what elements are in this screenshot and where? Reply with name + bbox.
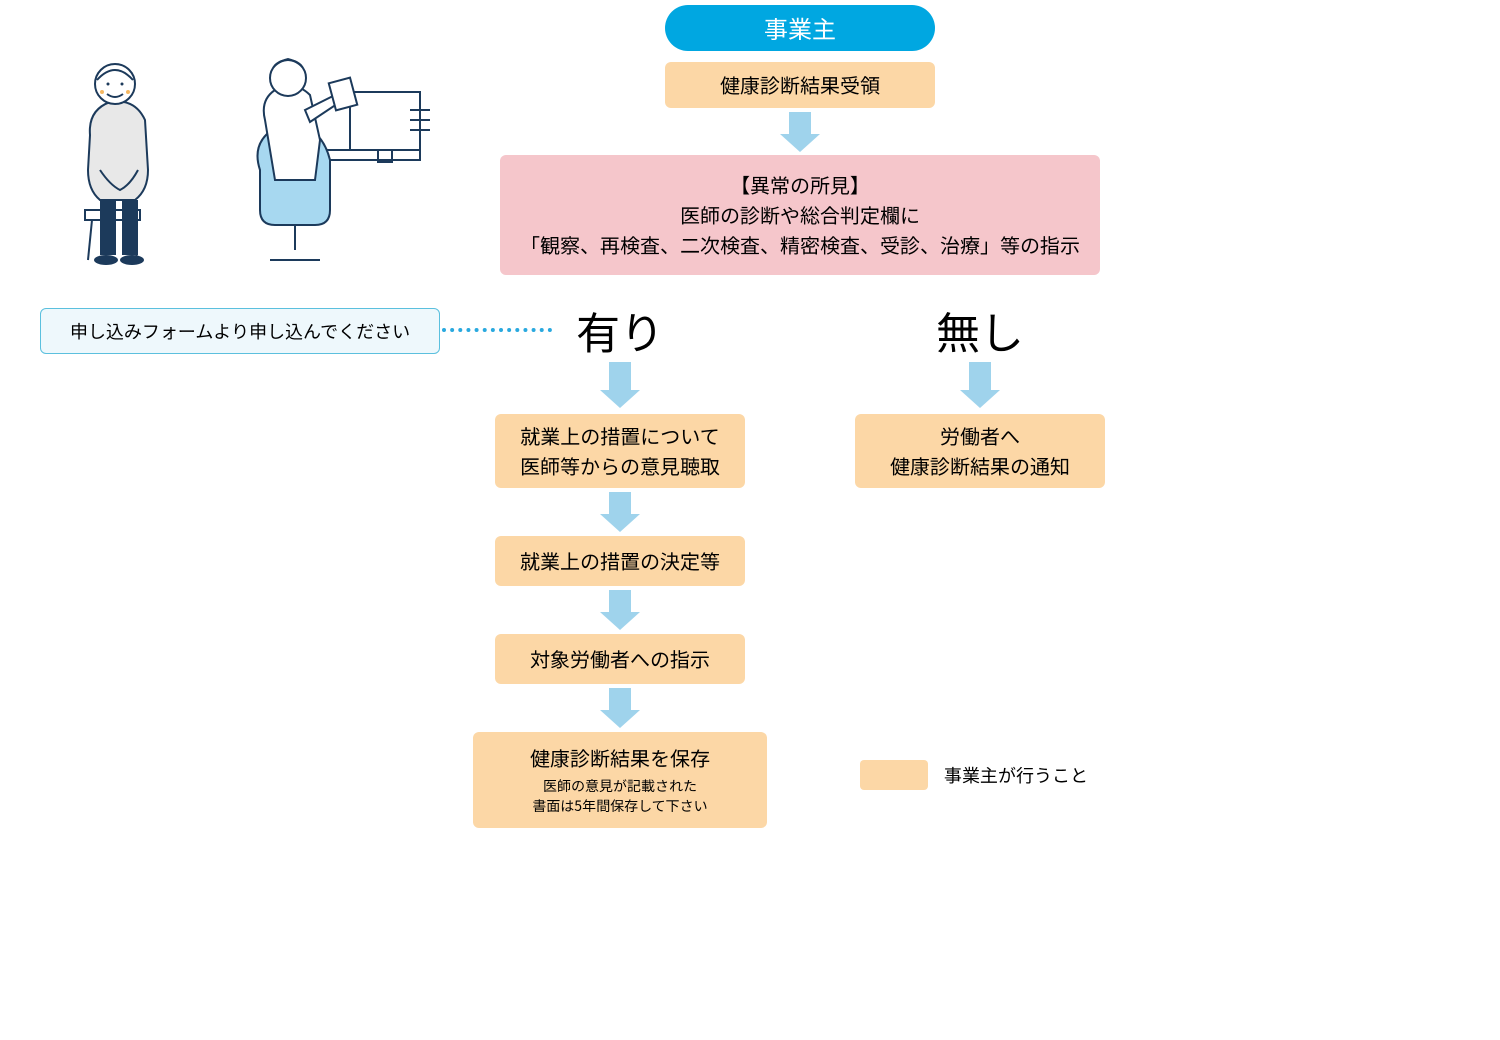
node-line: 健康診断結果の通知 — [890, 451, 1070, 481]
arrow-down-icon — [600, 514, 640, 532]
callout-application-form: 申し込みフォームより申し込んでください — [40, 308, 440, 354]
callout-label: 申し込みフォームより申し込んでください — [70, 318, 410, 345]
findings-line1: 医師の診断や総合判定欄に — [680, 200, 920, 230]
node-employer-header: 事業主 — [665, 5, 935, 51]
legend: 事業主が行うこと — [860, 760, 1160, 790]
arrow-down-icon — [960, 390, 1000, 408]
node-yes-step3: 対象労働者への指示 — [495, 634, 745, 684]
arrow-down-icon — [600, 710, 640, 728]
branch-yes-label: 有り — [560, 300, 680, 360]
node-title: 健康診断結果を保存 — [530, 743, 710, 773]
arrow-down-icon — [609, 492, 631, 514]
node-line: 就業上の措置について — [520, 421, 719, 451]
node-line: 医師等からの意見聴取 — [520, 451, 720, 481]
node-findings: 【異常の所見】 医師の診断や総合判定欄に 「観察、再検査、二次検査、精密検査、受… — [500, 155, 1100, 275]
node-no-step1: 労働者へ 健康診断結果の通知 — [855, 414, 1105, 488]
findings-title: 【異常の所見】 — [730, 170, 870, 200]
legend-swatch — [860, 760, 928, 790]
node-label: 健康診断結果受領 — [720, 70, 880, 100]
node-sub: 医師の意見が記載された — [543, 777, 697, 797]
arrow-down-icon — [609, 688, 631, 710]
findings-line2: 「観察、再検査、二次検査、精密検査、受診、治療」等の指示 — [520, 230, 1080, 260]
branch-no-label: 無し — [920, 300, 1040, 360]
node-line: 労働者へ — [940, 421, 1020, 451]
legend-label: 事業主が行うこと — [944, 762, 1088, 789]
node-yes-step1: 就業上の措置について 医師等からの意見聴取 — [495, 414, 745, 488]
arrow-down-icon — [609, 590, 631, 612]
node-label: 事業主 — [764, 10, 836, 46]
node-yes-step4: 健康診断結果を保存 医師の意見が記載された 書面は5年間保存して下さい — [473, 732, 767, 828]
dotted-connector — [442, 328, 552, 332]
node-sub: 書面は5年間保存して下さい — [532, 797, 707, 817]
branch-label: 有り — [576, 297, 664, 363]
arrow-down-icon — [600, 612, 640, 630]
doctor-patient-illustration — [50, 40, 440, 270]
node-yes-step2: 就業上の措置の決定等 — [495, 536, 745, 586]
node-receipt: 健康診断結果受領 — [665, 62, 935, 108]
node-label: 対象労働者への指示 — [530, 644, 710, 674]
arrow-down-icon — [969, 362, 991, 390]
arrow-down-icon — [789, 112, 811, 134]
arrow-down-icon — [780, 134, 820, 152]
arrow-down-icon — [600, 390, 640, 408]
branch-label: 無し — [936, 297, 1024, 363]
arrow-down-icon — [609, 362, 631, 390]
node-label: 就業上の措置の決定等 — [520, 546, 720, 576]
